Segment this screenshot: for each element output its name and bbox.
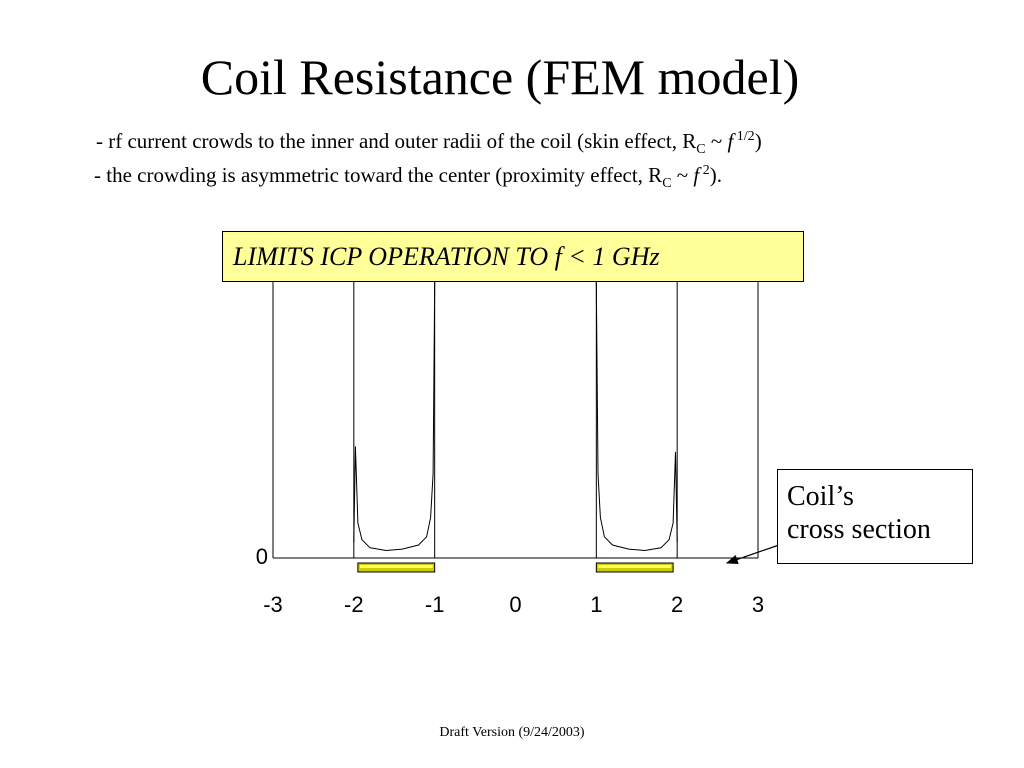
x-tick-label: -3	[263, 592, 283, 617]
footer-draft-version: Draft Version (9/24/2003)	[439, 725, 585, 740]
x-tick-label: -1	[425, 592, 445, 617]
x-tick-label: -2	[344, 592, 364, 617]
coil-pointer-arrow	[725, 544, 780, 565]
x-tick-label: 1	[590, 592, 602, 617]
coil-highlight-1	[359, 565, 433, 568]
coil-cross-section-label: Coil’s cross section	[777, 469, 973, 564]
x-tick-label: 2	[671, 592, 683, 617]
x-tick-label: 0	[509, 592, 521, 617]
y-tick-label: 0	[256, 544, 268, 569]
current-density-series-2	[595, 281, 678, 552]
x-tick-label: 3	[752, 592, 764, 617]
bullet-skin-effect: - rf current crowds to the inner and out…	[96, 129, 762, 158]
current-density-series-1	[353, 281, 436, 552]
bullet-proximity-effect: - the crowding is asymmetric toward the …	[94, 163, 722, 192]
slide-title: Coil Resistance (FEM model)	[200, 49, 800, 105]
coil-highlight-2	[598, 565, 672, 568]
frequency-limit-callout: LIMITS ICP OPERATION TO f < 1 GHz	[222, 231, 804, 282]
